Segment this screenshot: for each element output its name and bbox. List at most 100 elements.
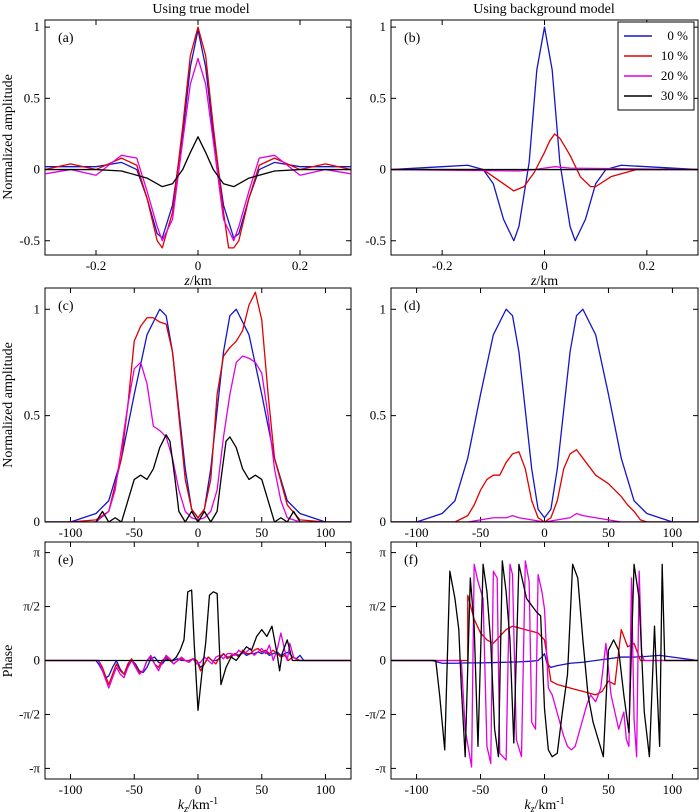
y-tick-label: 1 xyxy=(380,19,387,34)
y-axis-label: Normalized amplitude xyxy=(1,342,16,468)
series-line-b-20pct xyxy=(391,166,698,172)
panel-e: -100 -50 0 50 100 -π -π/2 0 π/2 π (e) Phase kz/km-1 xyxy=(1,541,352,812)
series-line-f-10pct xyxy=(391,594,698,696)
panel-label-d: (d) xyxy=(404,299,421,314)
x-axis-label-var: k xyxy=(524,798,531,812)
legend-entry: 0 % xyxy=(667,28,688,43)
panel-b: -0.2 0 0.2 -0.5 0 0.5 1 (b) z/km xyxy=(365,19,699,289)
x-axis-label-unit: /km xyxy=(535,798,557,812)
series-line-e-10pct xyxy=(45,647,351,686)
legend-entry: 10 % xyxy=(661,48,688,63)
series-line-f-30pct xyxy=(391,560,698,758)
y-tick-label: 0.5 xyxy=(24,408,40,423)
series-line-a-20pct xyxy=(45,57,351,242)
panel-label-b: (b) xyxy=(404,31,421,46)
x-tick-label: 0 xyxy=(541,525,548,540)
y-tick-label: 0 xyxy=(380,162,387,177)
axes-frame-d xyxy=(390,287,699,523)
x-axis-label-var: z xyxy=(530,274,537,289)
y-tick-label: -π/2 xyxy=(365,706,386,721)
x-tick-label: -50 xyxy=(472,782,489,797)
panel-label-f: (f) xyxy=(404,553,418,568)
y-tick-label: 0.5 xyxy=(370,90,386,105)
panel-f: -100 -50 0 50 100 -π -π/2 0 π/2 π (f) kz/km-1 xyxy=(365,541,699,812)
x-axis-label-unit: /km xyxy=(190,274,212,289)
x-tick-label: 50 xyxy=(602,525,615,540)
y-tick-label: -π/2 xyxy=(19,706,40,721)
column-title-right: Using background model xyxy=(473,2,615,17)
y-tick-label: 0.5 xyxy=(24,90,40,105)
series-line-b-10pct xyxy=(391,133,698,192)
series-line-b-0pct xyxy=(391,26,698,242)
x-tick-label: -100 xyxy=(59,782,83,797)
series-line-d-20pct xyxy=(391,512,698,522)
x-axis-label-var: z xyxy=(183,274,190,289)
y-tick-label: 1 xyxy=(34,301,41,316)
x-tick-label: -100 xyxy=(59,525,83,540)
y-tick-label: π xyxy=(33,545,40,560)
panel-a: -0.2 0 0.2 -0.5 0 0.5 1 (a) Normalized amplitude… xyxy=(1,19,352,289)
series-line-e-20pct xyxy=(45,632,351,689)
x-tick-label: -50 xyxy=(126,525,143,540)
y-tick-label: π/2 xyxy=(23,599,40,614)
panel-d: -100 -50 0 50 100 0 0.5 1 (d) xyxy=(370,287,699,540)
series-line-d-0pct xyxy=(391,308,698,522)
series-line-a-10pct xyxy=(45,26,351,249)
x-axis-label-sub: z xyxy=(530,804,535,812)
y-tick-label: 1 xyxy=(34,19,41,34)
y-tick-label: π xyxy=(379,545,386,560)
series-line-c-20pct xyxy=(45,355,351,522)
y-tick-label: 0 xyxy=(380,653,387,668)
panel-label-e: (e) xyxy=(58,553,74,568)
x-tick-label: 50 xyxy=(255,782,268,797)
column-title-left: Using true model xyxy=(152,2,249,17)
x-axis-label: kz/km-1 xyxy=(524,796,564,812)
y-tick-label: 1 xyxy=(380,301,387,316)
x-axis-label-sup: -1 xyxy=(210,796,218,807)
y-tick-label: 0.5 xyxy=(370,408,386,423)
x-tick-label: 0 xyxy=(195,258,202,273)
x-tick-label: 100 xyxy=(316,525,336,540)
legend-entry: 30 % xyxy=(661,88,688,103)
x-tick-label: 100 xyxy=(663,782,683,797)
legend-entry: 20 % xyxy=(661,68,688,83)
y-tick-label: -0.5 xyxy=(19,233,40,248)
y-axis-label: Normalized amplitude xyxy=(1,74,16,200)
y-axis-label: Phase xyxy=(1,645,16,678)
panels: -0.2 0 0.2 -0.5 0 0.5 1 (a) Normalized amplitude… xyxy=(1,19,699,812)
x-tick-label: 0 xyxy=(541,258,548,273)
y-tick-label: 0 xyxy=(34,653,41,668)
x-axis-label-sup: -1 xyxy=(556,796,564,807)
x-axis-label-var: k xyxy=(178,798,185,812)
x-tick-label: 0.2 xyxy=(292,258,308,273)
panel-label-a: (a) xyxy=(58,31,74,46)
x-axis-label: kz/km-1 xyxy=(178,796,218,812)
axes-frame-c xyxy=(44,287,352,523)
x-tick-label: 50 xyxy=(255,525,268,540)
panel-label-c: (c) xyxy=(58,299,74,314)
x-axis-label-unit: /km xyxy=(536,274,558,289)
y-tick-label: π/2 xyxy=(369,599,386,614)
y-tick-label: -π xyxy=(29,760,40,775)
series-line-c-0pct xyxy=(45,308,351,522)
series-line-c-10pct xyxy=(45,291,351,522)
x-tick-label: 100 xyxy=(663,525,683,540)
x-tick-label: -0.2 xyxy=(432,258,453,273)
y-tick-label: 0 xyxy=(34,162,41,177)
series-line-f-20pct xyxy=(391,560,698,768)
x-axis-label: z/km xyxy=(530,274,558,289)
series-line-a-30pct xyxy=(45,136,351,188)
x-axis-label: z/km xyxy=(183,274,211,289)
x-tick-label: 100 xyxy=(316,782,336,797)
x-tick-label: 0 xyxy=(541,782,548,797)
y-tick-label: 0 xyxy=(380,514,387,529)
y-tick-label: 0 xyxy=(34,514,41,529)
series-line-e-30pct xyxy=(45,589,351,711)
x-tick-label: 0.2 xyxy=(639,258,655,273)
legend: 0 % 10 % 20 % 30 % xyxy=(617,21,695,111)
x-tick-label: -50 xyxy=(126,782,143,797)
x-axis-label-unit: /km xyxy=(188,798,210,812)
x-tick-label: -50 xyxy=(472,525,489,540)
x-tick-label: 50 xyxy=(602,782,615,797)
